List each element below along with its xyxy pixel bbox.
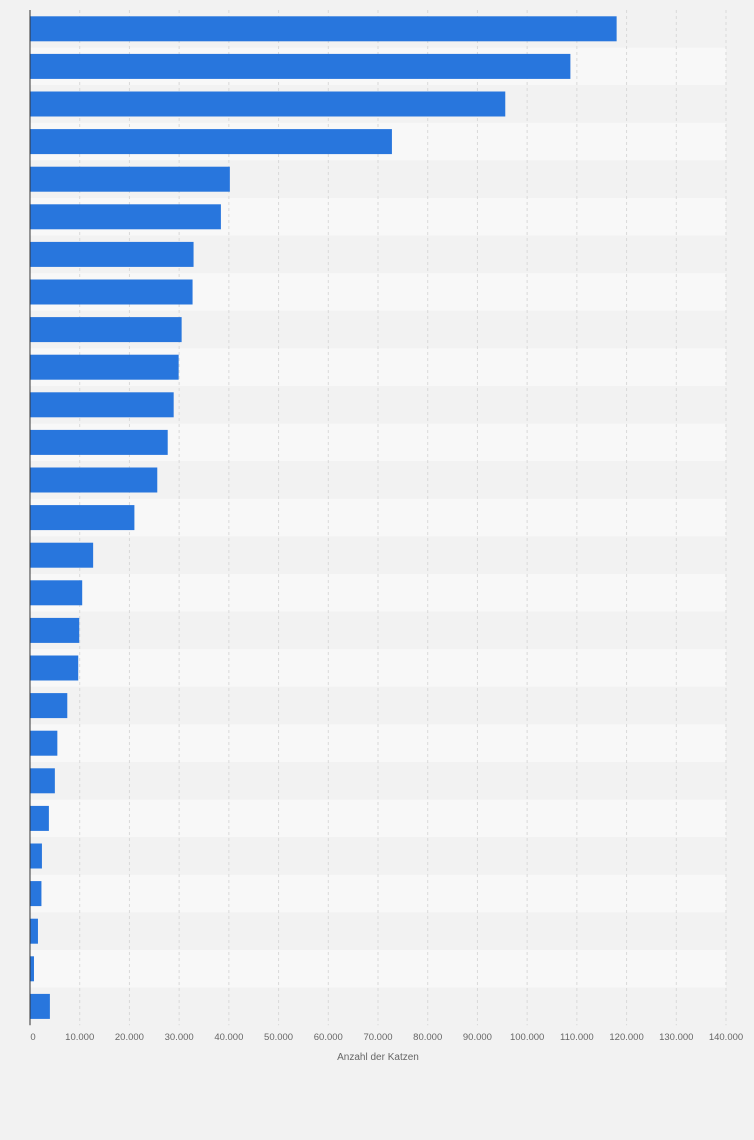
bars: [30, 16, 617, 1019]
bar: [30, 204, 221, 230]
bar: [30, 317, 182, 343]
x-tick-label: 130.000: [659, 1032, 693, 1043]
bar: [30, 655, 79, 681]
bar: [30, 279, 193, 305]
bar: [30, 429, 168, 455]
x-tick-label: 10.000: [65, 1032, 94, 1043]
row-band: [30, 950, 726, 988]
bar: [30, 129, 392, 155]
bar: [30, 768, 55, 794]
bar: [30, 580, 83, 606]
bar: [30, 843, 42, 869]
x-tick-label: 40.000: [214, 1032, 243, 1043]
bar: [30, 354, 179, 380]
row-band: [30, 498, 726, 537]
bar: [30, 805, 49, 831]
bar: [30, 467, 158, 493]
row-band: [30, 536, 726, 574]
x-tick-label: 80.000: [413, 1032, 442, 1043]
bar: [30, 16, 617, 42]
x-tick-label: 50.000: [264, 1032, 293, 1043]
x-tick-label: 60.000: [314, 1032, 343, 1043]
x-tick-label: 90.000: [463, 1032, 492, 1043]
bar: [30, 693, 68, 719]
x-axis-title: Anzahl der Katzen: [337, 1052, 419, 1063]
bar: [30, 730, 58, 756]
bar: [30, 91, 506, 117]
bar: [30, 993, 50, 1019]
bar: [30, 881, 42, 907]
bar: [30, 542, 94, 568]
x-tick-label: 120.000: [609, 1032, 643, 1043]
x-tick-label: 110.000: [560, 1032, 594, 1043]
x-tick-label: 140.000: [709, 1032, 743, 1043]
x-axis-ticks: 0 10.000 20.000 30.000 40.000 50.000 60.000 70.…: [30, 1032, 743, 1043]
bar: [30, 617, 80, 643]
x-tick-label: 100.000: [510, 1032, 544, 1043]
x-tick-label: 70.000: [363, 1032, 392, 1043]
bar: [30, 392, 174, 418]
bar: [30, 918, 38, 944]
x-tick-label: 0: [30, 1032, 35, 1043]
bar: [30, 505, 135, 531]
bar: [30, 956, 34, 982]
bar: [30, 241, 194, 267]
x-tick-label: 20.000: [115, 1032, 144, 1043]
row-band: [30, 649, 726, 687]
row-band: [30, 799, 726, 838]
bar: [30, 166, 230, 192]
bar: [30, 53, 571, 79]
x-tick-label: 30.000: [165, 1032, 194, 1043]
